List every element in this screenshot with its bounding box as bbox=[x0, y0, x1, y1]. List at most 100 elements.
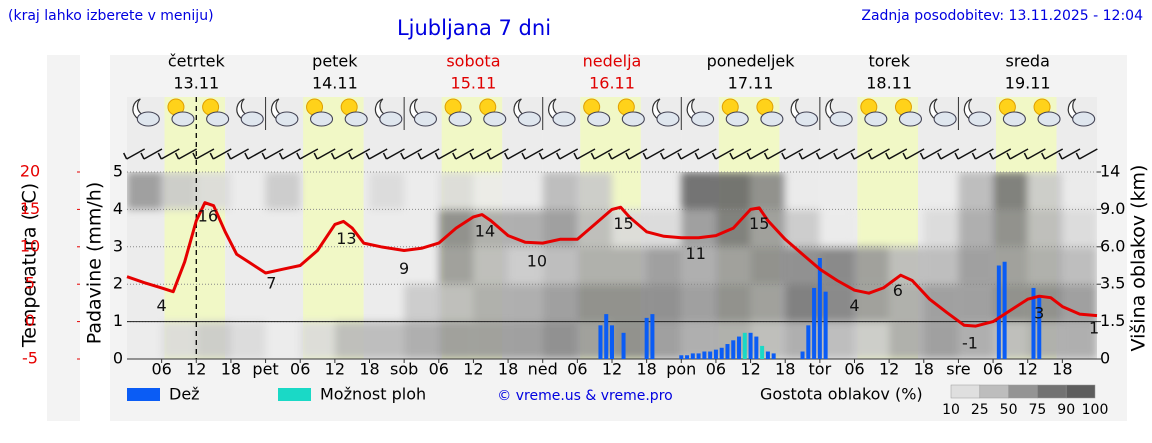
precip-bar bbox=[754, 336, 759, 359]
cloud-cell bbox=[1062, 172, 1097, 210]
x-tick-label: 18 bbox=[1052, 360, 1072, 379]
precip-tick-label: 4 bbox=[113, 199, 123, 218]
night-band bbox=[225, 97, 266, 359]
cloud-cell bbox=[438, 284, 474, 322]
wind-feather bbox=[711, 152, 717, 160]
weather-icon bbox=[651, 98, 680, 127]
weather-icon bbox=[1067, 98, 1096, 127]
cloud bbox=[725, 111, 749, 127]
cloud-cell bbox=[542, 246, 578, 285]
cloud bbox=[587, 111, 611, 127]
precip-bar bbox=[823, 291, 828, 359]
wind-barb bbox=[871, 148, 890, 160]
wind-barb bbox=[455, 148, 475, 160]
cloud-cell bbox=[958, 172, 994, 210]
hint: (kraj lahko izberete v meniju) bbox=[8, 8, 214, 24]
weather-icon bbox=[270, 98, 299, 127]
wind-barb bbox=[628, 148, 648, 160]
cloud-tick-label: 6.0 bbox=[1100, 236, 1125, 255]
cloud bbox=[621, 111, 645, 127]
weather-icon bbox=[721, 98, 749, 127]
wind-barb bbox=[178, 148, 197, 160]
precip-bar bbox=[604, 314, 609, 359]
cloud-cell bbox=[612, 246, 647, 285]
cloud bbox=[344, 111, 368, 127]
wind-feather bbox=[989, 152, 994, 160]
cloud-cell bbox=[889, 284, 924, 322]
wind-barb bbox=[212, 148, 232, 160]
precip-bar bbox=[760, 345, 765, 359]
precip-bar bbox=[731, 340, 736, 359]
precip-bar bbox=[621, 332, 626, 359]
cloud-cell bbox=[369, 172, 405, 210]
wind-barb bbox=[542, 148, 561, 160]
cloud-cell bbox=[230, 321, 266, 359]
weather-icon bbox=[617, 98, 645, 127]
cloud-cell bbox=[958, 246, 994, 285]
day-date: 19.11 bbox=[1005, 74, 1051, 93]
temperature-extreme-label: 15 bbox=[749, 214, 769, 233]
temperature-extreme-label: 6 bbox=[893, 281, 903, 300]
wind-barb bbox=[611, 148, 631, 160]
weather-icon bbox=[202, 98, 230, 127]
x-tick-label: sob bbox=[390, 360, 418, 379]
precip-bar bbox=[812, 287, 817, 359]
x-tick-label: 06 bbox=[567, 360, 587, 379]
cloud-tick-label: 14 bbox=[1100, 162, 1120, 181]
precip-axis-title: Padavine (mm/h) bbox=[84, 182, 106, 345]
cloud-legend-swatch bbox=[1008, 384, 1038, 399]
cloud bbox=[275, 111, 299, 127]
temperature-tick-label: 10 bbox=[20, 236, 40, 255]
cloud-cell bbox=[369, 321, 405, 359]
wind-feather bbox=[1058, 152, 1063, 160]
x-tick-label: 18 bbox=[636, 360, 656, 379]
x-tick-label: 06 bbox=[429, 360, 449, 379]
wind-feather bbox=[122, 152, 128, 160]
cloud-cell bbox=[612, 284, 647, 322]
wind-barb bbox=[230, 148, 249, 160]
legend-label: Dež bbox=[169, 385, 200, 404]
cloud-legend-swatch bbox=[950, 384, 981, 399]
wind-feather bbox=[330, 152, 336, 160]
cloud bbox=[240, 111, 264, 127]
wind-barb bbox=[143, 148, 163, 160]
wind-barb bbox=[819, 148, 838, 160]
precip-bar bbox=[765, 351, 770, 359]
cloud bbox=[1002, 111, 1026, 127]
cloud bbox=[933, 111, 957, 127]
wind-barb bbox=[1009, 148, 1029, 160]
chart-title: Ljubljana 7 dni bbox=[397, 16, 551, 40]
cloud-cell bbox=[438, 246, 474, 285]
day-date: 13.11 bbox=[173, 74, 219, 93]
weather-icon bbox=[1033, 98, 1061, 127]
x-tick-label: 12 bbox=[740, 360, 760, 379]
wind-feather bbox=[815, 152, 821, 160]
precip-bar bbox=[1002, 261, 1007, 359]
x-tick-label: 18 bbox=[359, 360, 379, 379]
wind-feather bbox=[486, 152, 492, 160]
cloud-cell bbox=[1062, 246, 1097, 285]
wind-barb bbox=[351, 148, 371, 160]
wind-barb bbox=[836, 148, 856, 160]
cloud-cell bbox=[1062, 321, 1097, 359]
x-tick-label: 18 bbox=[914, 360, 934, 379]
x-tick-label: 06 bbox=[290, 360, 310, 379]
wind-barb bbox=[923, 148, 942, 160]
precip-tick-label: 2 bbox=[113, 274, 123, 293]
weather-icon bbox=[825, 98, 853, 127]
cloud-cell bbox=[438, 321, 474, 359]
night-band bbox=[127, 97, 165, 359]
cloud bbox=[968, 111, 992, 127]
temperature-tick-label: 5 bbox=[25, 274, 35, 293]
credit: © vreme.us & vreme.pro bbox=[497, 388, 672, 404]
x-tick-label: 18 bbox=[498, 360, 518, 379]
cloud-legend-label: 25 bbox=[971, 402, 989, 418]
cloud-cell bbox=[508, 246, 543, 285]
cloud-legend-label: 10 bbox=[942, 402, 960, 418]
cloud-cell bbox=[161, 172, 197, 210]
cloud bbox=[691, 111, 715, 127]
x-tick-label: 18 bbox=[775, 360, 795, 379]
weather-icon bbox=[790, 98, 819, 127]
x-tick-label: 06 bbox=[706, 360, 726, 379]
wind-feather bbox=[556, 152, 561, 160]
